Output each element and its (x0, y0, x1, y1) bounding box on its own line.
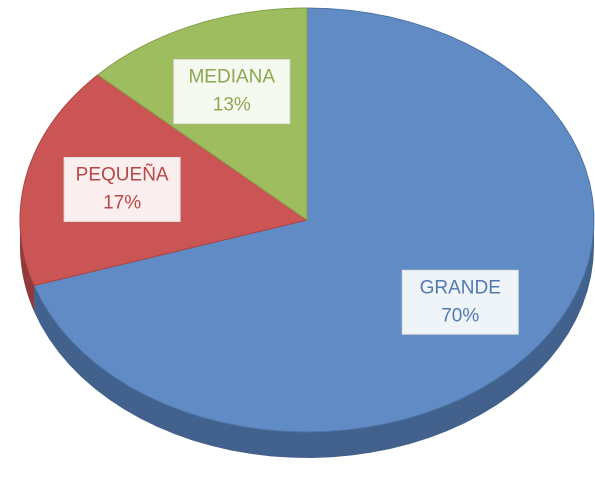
label-box (63, 156, 181, 222)
label-category: PEQUEÑA (76, 163, 169, 185)
slice-side (20, 220, 35, 312)
label-box (401, 269, 519, 335)
label-value: 13% (213, 95, 251, 116)
label-box (173, 59, 291, 125)
label-value: 17% (103, 192, 141, 213)
label-category: MEDIANA (188, 67, 275, 88)
label-category: GRANDE (420, 277, 501, 298)
label-value: 70% (441, 305, 479, 326)
